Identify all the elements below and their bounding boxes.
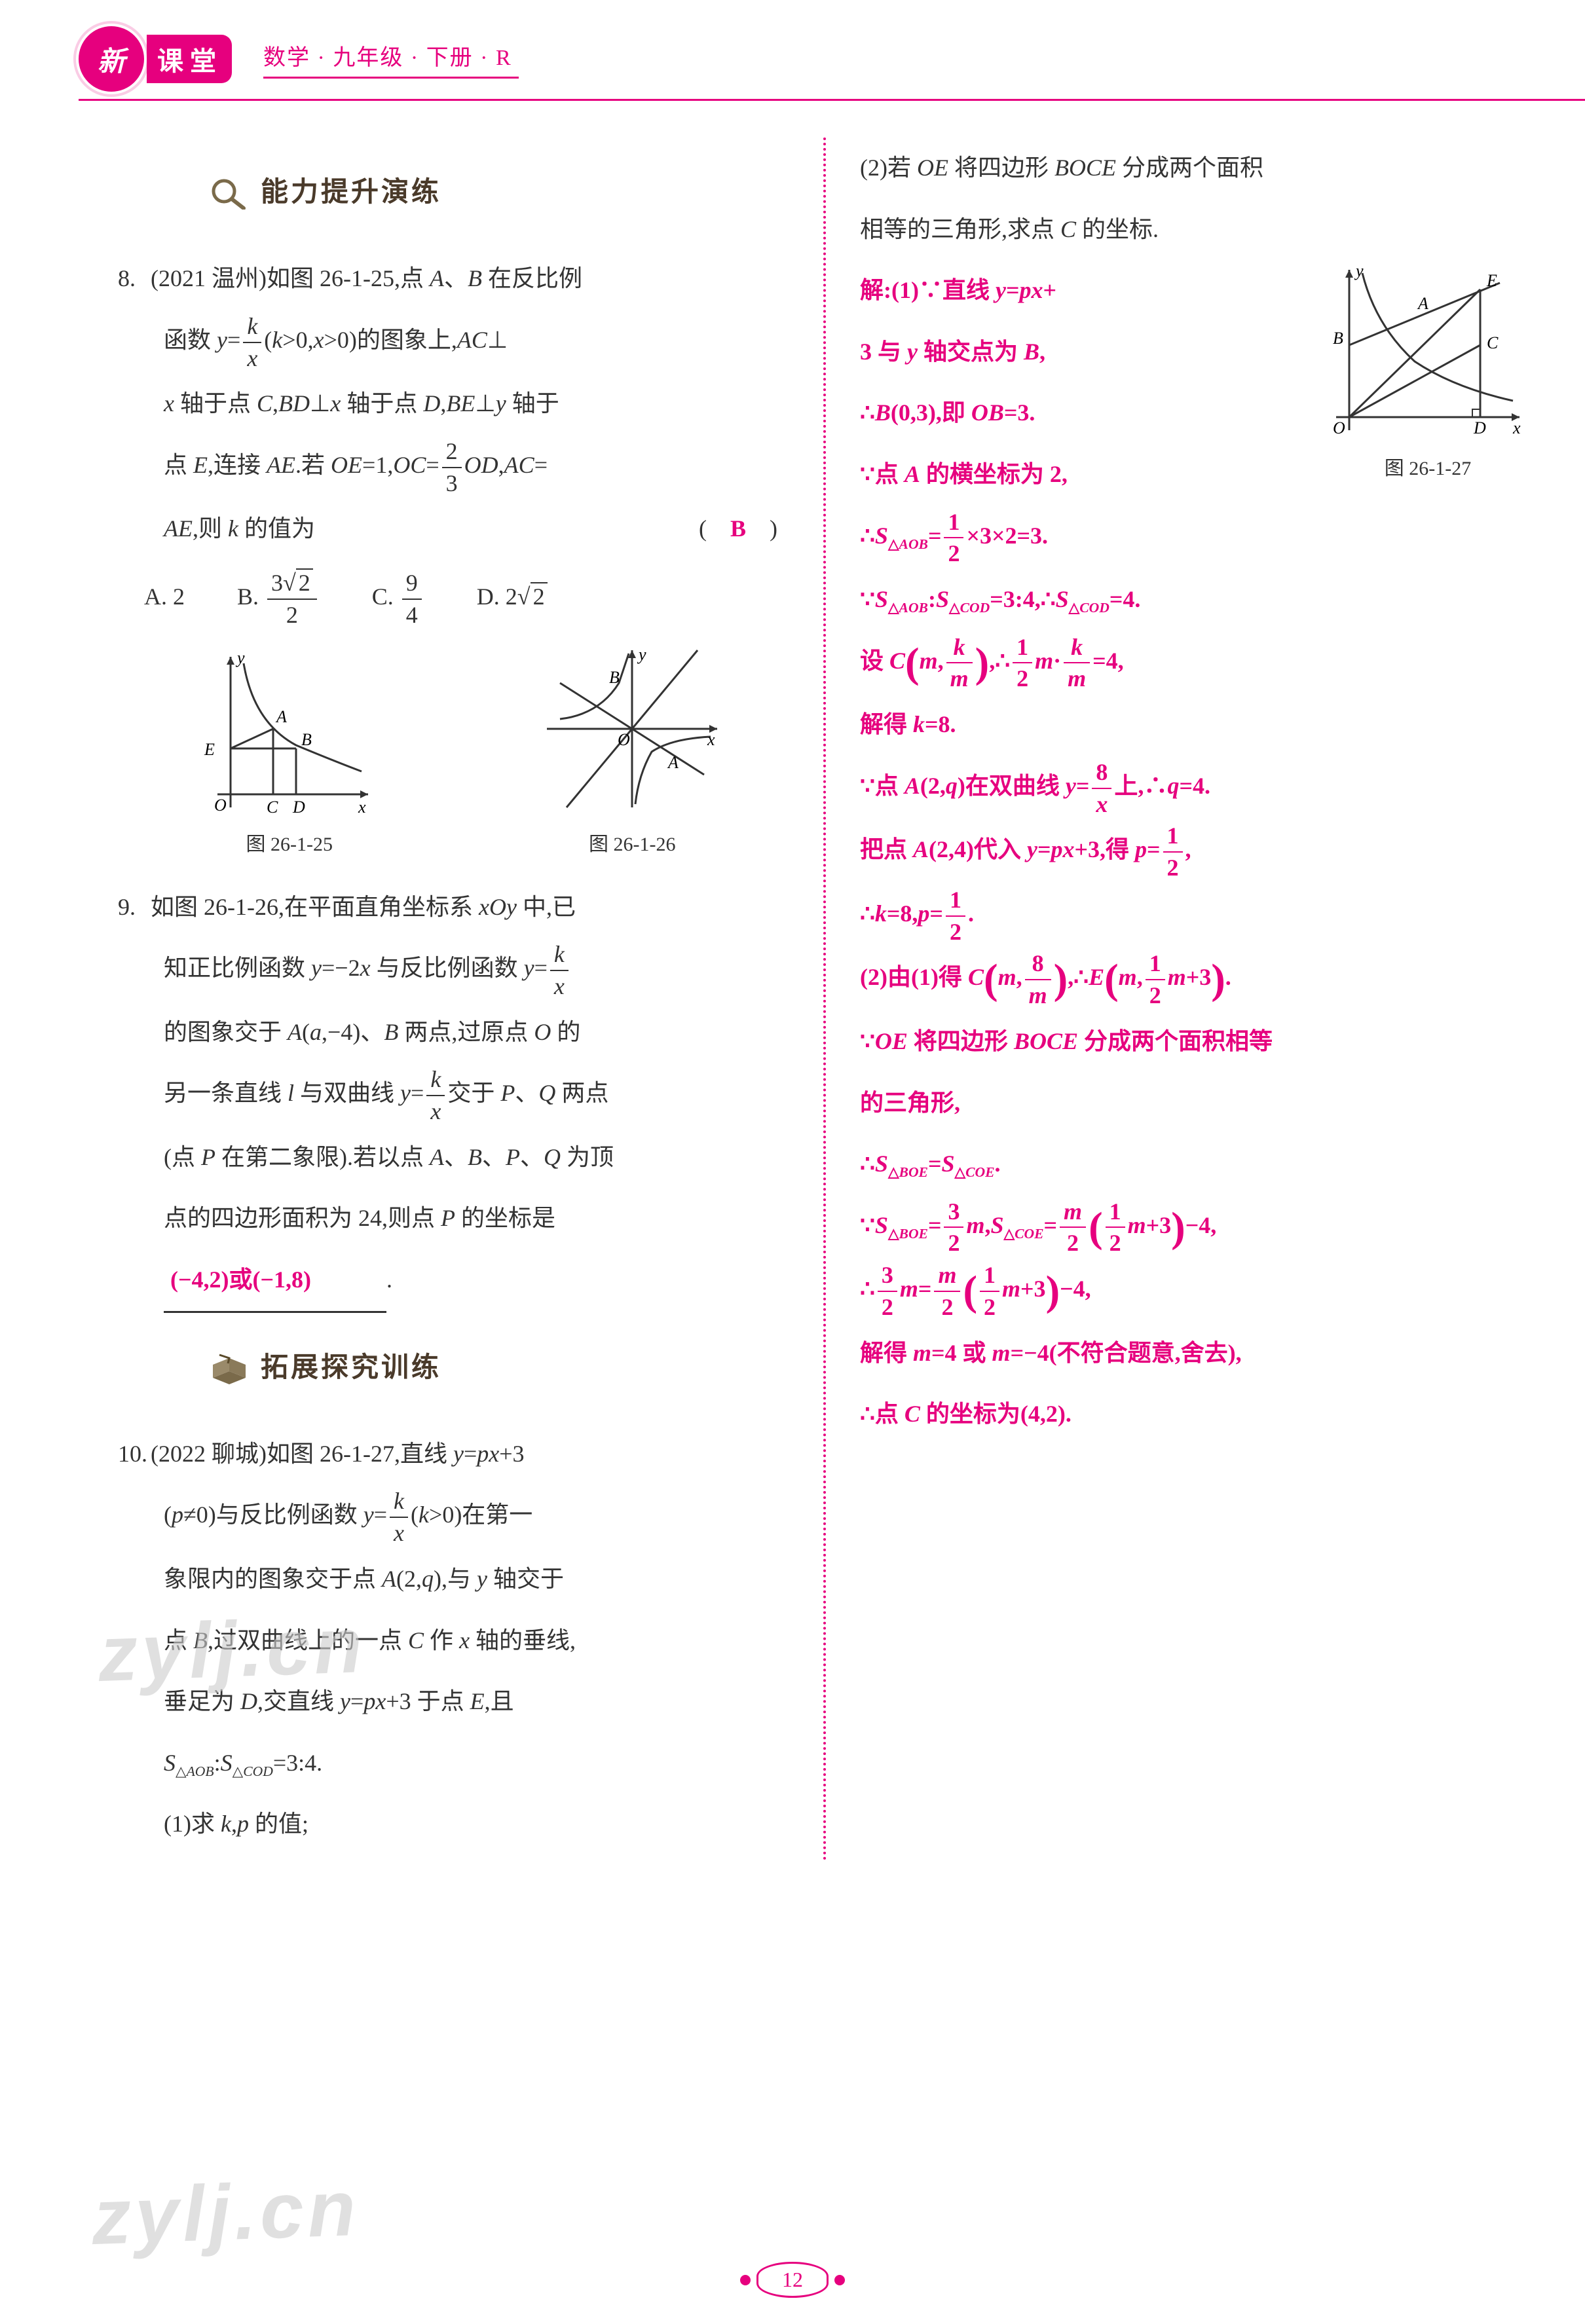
svg-text:A: A [275, 707, 287, 726]
section-explore-head: 拓展探究训练 [210, 1333, 804, 1404]
left-column: 能力提升演练 8.(2021 温州)如图 26-1-25,点 A、B 在反比例 … [118, 138, 804, 1862]
svg-text:y: y [235, 648, 245, 667]
subject-label: 数学 · 九年级 · 下册 · R [263, 39, 519, 79]
column-divider [823, 138, 827, 1862]
q9-answer: (−4,2)或(−1,8) [170, 1266, 311, 1293]
q8-choice-c: C. 94 [372, 566, 424, 631]
q8-choice-a: A. 2 [144, 566, 185, 631]
magnifier-icon [210, 177, 249, 210]
svg-text:A: A [667, 753, 679, 772]
svg-text:C: C [267, 798, 278, 814]
content-columns: 能力提升演练 8.(2021 温州)如图 26-1-25,点 A、B 在反比例 … [0, 118, 1585, 1888]
question-10: 10.(2022 聊城)如图 26-1-27,直线 y=px+3 (p≠0)与反… [118, 1424, 804, 1855]
page-number: 12 [756, 2262, 829, 2298]
q8-choices: A. 2 B. 322 C. 94 D. 22 [118, 566, 804, 631]
svg-text:B: B [1333, 329, 1343, 348]
q8-source: (2021 温州)如图 26-1-25,点 [151, 265, 430, 291]
svg-text:B: B [301, 730, 312, 749]
section-ability-head: 能力提升演练 [210, 157, 804, 229]
page-root: 新 课 堂 数学 · 九年级 · 下册 · R 能力提升演练 8.(2021 温… [0, 0, 1585, 2324]
q8-choice-b: B. 322 [237, 566, 320, 631]
svg-text:x: x [707, 730, 715, 749]
svg-text:E: E [1486, 271, 1497, 290]
svg-text:y: y [637, 645, 646, 664]
q8-num: 8. [118, 248, 151, 310]
q10-body: (p≠0)与反比例函数 y=kx(k>0)在第一 象限内的图象交于点 A(2,q… [118, 1485, 804, 1855]
watermark-2: zylj.cn [90, 2163, 361, 2262]
classroom-label: 课 堂 [147, 35, 232, 83]
q8-answer-paren: ( B ) [699, 498, 777, 560]
svg-text:B: B [609, 668, 620, 687]
q10-num: 10. [118, 1424, 151, 1485]
figure-26-1-27: O B A E C D x y 图 26-1-27 [1323, 260, 1533, 494]
svg-text:y: y [1354, 261, 1364, 280]
svg-text:O: O [214, 796, 227, 814]
section-explore-title: 拓展探究训练 [261, 1333, 441, 1404]
svg-text:C: C [1487, 333, 1499, 352]
page-header: 新 课 堂 数学 · 九年级 · 下册 · R [0, 0, 1585, 118]
svg-text:D: D [1473, 418, 1486, 437]
svg-text:O: O [618, 730, 630, 749]
svg-text:E: E [204, 740, 215, 759]
figure-26-1-25: E A B O C D x y 图 26-1-25 [198, 644, 381, 870]
q9-body: 知正比例函数 y=−2x 与反比例函数 y=kx 的图象交于 A(a,−4)、B… [118, 938, 804, 1312]
svg-text:x: x [358, 798, 366, 814]
section-ability-title: 能力提升演练 [261, 157, 441, 229]
figure-26-1-26: B A O x y 图 26-1-26 [540, 644, 724, 870]
book-icon [210, 1352, 249, 1384]
logo-char: 新 [79, 26, 144, 92]
logo-badge: 新 [79, 26, 144, 92]
q8-figures: E A B O C D x y 图 26-1-25 [118, 644, 804, 870]
svg-text:O: O [1333, 418, 1345, 437]
q9-num: 9. [118, 877, 151, 938]
question-9: 9.如图 26-1-26,在平面直角坐标系 xOy 中,已 知正比例函数 y=−… [118, 877, 804, 1313]
q10-continued: (2)若 OE 将四边形 BOCE 分成两个面积 相等的三角形,求点 C 的坐标… [847, 138, 1533, 1445]
q9-answer-blank: (−4,2)或(−1,8) [164, 1249, 386, 1313]
q8-body: 函数 y=kx(k>0,x>0)的图象上,AC⊥ x 轴于点 C,BD⊥x 轴于… [118, 310, 804, 560]
page-footer: 12 [756, 2262, 829, 2298]
fig-26-1-25-label: 图 26-1-25 [198, 819, 381, 870]
svg-text:x: x [1512, 418, 1521, 437]
right-column: (2)若 OE 将四边形 BOCE 分成两个面积 相等的三角形,求点 C 的坐标… [847, 138, 1533, 1862]
q8-answer: B [730, 515, 746, 542]
solution-text: 解:(1)∵直线 y=px+ 3 与 y 轴交点为 B, ∴B(0,3),即 O… [860, 277, 1068, 487]
fig-26-1-27-label: 图 26-1-27 [1323, 443, 1533, 494]
svg-text:A: A [1417, 294, 1428, 313]
q8-choice-d: D. 22 [477, 566, 548, 631]
fig-26-1-26-label: 图 26-1-26 [540, 819, 724, 870]
header-underline [79, 99, 1585, 101]
svg-text:D: D [292, 798, 305, 814]
question-8: 8.(2021 温州)如图 26-1-25,点 A、B 在反比例 函数 y=kx… [118, 248, 804, 870]
header-logo: 新 课 堂 数学 · 九年级 · 下册 · R [79, 26, 519, 92]
